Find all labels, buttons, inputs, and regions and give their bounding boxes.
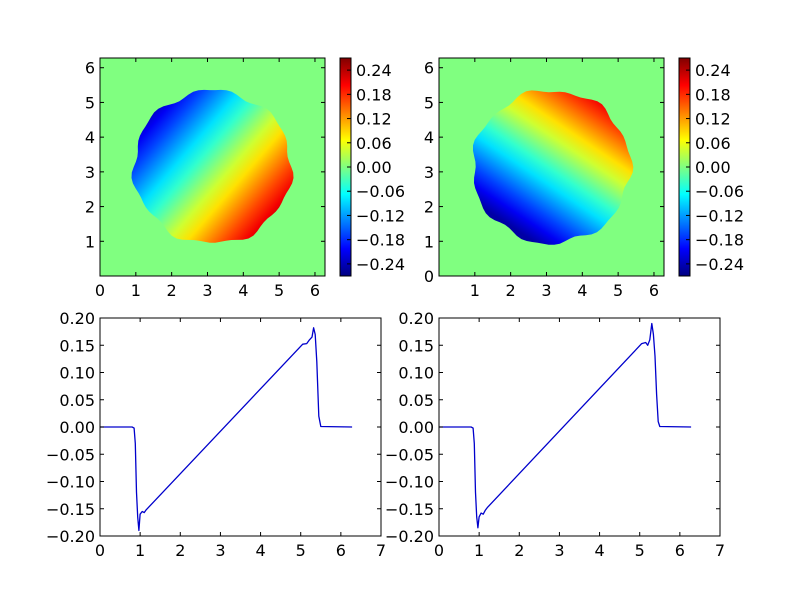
y-tick-label: 0.15 (398, 336, 434, 355)
x-tick-label: 4 (594, 541, 604, 560)
heatmap-disk (131, 89, 294, 243)
x-tick-label: 3 (202, 281, 212, 300)
y-tick-label: 1 (424, 232, 434, 251)
y-tick-label: 2 (424, 198, 434, 217)
y-tick-label: 1 (85, 232, 95, 251)
x-tick-label: 6 (649, 281, 659, 300)
colorbar-tick-label: −0.12 (695, 206, 744, 225)
y-tick-label: 0.10 (59, 364, 95, 383)
series-line (439, 322, 692, 529)
x-tick-label: 2 (514, 541, 524, 560)
panel-top-left: 0.24 0.18 0.12 0.06 0.00 −0.06 −0.12 −0.18 −0.24… (85, 57, 405, 300)
colorbar-tick-label: −0.18 (356, 231, 405, 250)
y-tick-label: 5 (424, 93, 434, 112)
y-tick-label: 3 (424, 163, 434, 182)
colorbar-tick-label: −0.24 (356, 255, 405, 274)
y-tick-label: −0.20 (46, 527, 95, 546)
x-tick-label: 7 (376, 541, 386, 560)
colorbar-tick-label: 0.06 (695, 134, 731, 153)
colorbar-tick-label: 0.24 (356, 61, 392, 80)
y-tick-label: 4 (424, 128, 434, 147)
y-tick-label: −0.20 (385, 527, 434, 546)
plot-frame (438, 57, 665, 277)
heatmap-disk (473, 90, 634, 245)
x-tick-label: 4 (238, 281, 248, 300)
y-tick-label: 6 (85, 59, 95, 78)
x-tick-label: 2 (175, 541, 185, 560)
y-tick-label: 0.20 (59, 309, 95, 328)
colorbar-tick-label: −0.18 (695, 231, 744, 250)
y-tick-label: 5 (85, 93, 95, 112)
colorbar-tick-label: 0.06 (356, 134, 392, 153)
x-tick-label: 6 (336, 541, 346, 560)
y-tick-label: −0.05 (46, 445, 95, 464)
x-tick-label: 1 (131, 281, 141, 300)
x-tick-label: 4 (577, 281, 587, 300)
x-tick-label: 7 (715, 541, 725, 560)
y-tick-label: 0.00 (398, 418, 434, 437)
y-tick-label: 0.10 (398, 364, 434, 383)
colorbar-tick-label: 0.18 (356, 85, 392, 104)
y-tick-label: 4 (85, 128, 95, 147)
x-tick-label: 1 (470, 281, 480, 300)
y-tick-label: 2 (85, 198, 95, 217)
x-tick-label: 1 (135, 541, 145, 560)
y-tick-label: −0.15 (46, 500, 95, 519)
x-tick-label: 3 (215, 541, 225, 560)
y-tick-label: −0.05 (385, 445, 434, 464)
x-tick-label: 0 (434, 541, 444, 560)
x-tick-label: 1 (474, 541, 484, 560)
x-tick-label: 2 (506, 281, 516, 300)
x-tick-label: 5 (274, 281, 284, 300)
x-tick-label: 6 (310, 281, 320, 300)
x-tick-label: 5 (296, 541, 306, 560)
panel-bottom-left: 0 1 2 3 4 5 6 7 0.20 0.15 0.10 0.05 0.00 −0.05 −0.10 −0… (46, 309, 386, 560)
y-tick-label: 0.00 (59, 418, 95, 437)
series-line (100, 327, 353, 532)
panel-top-right: 0.24 0.18 0.12 0.06 0.00 −0.06 −0.12 −0.18 −0.24… (424, 57, 744, 300)
x-tick-label: 3 (541, 281, 551, 300)
y-tick-label: 0.05 (398, 391, 434, 410)
y-tick-label: 0 (424, 267, 434, 286)
x-tick-label: 0 (95, 281, 105, 300)
colorbar-tick-label: −0.06 (356, 182, 405, 201)
colorbar-tick-label: −0.12 (356, 206, 405, 225)
x-tick-label: 4 (255, 541, 265, 560)
y-tick-label: 3 (85, 163, 95, 182)
colorbar-tick-label: 0.24 (695, 61, 731, 80)
x-tick-label: 0 (95, 541, 105, 560)
colorbar-tick-label: 0.18 (695, 85, 731, 104)
y-tick-label: 0.05 (59, 391, 95, 410)
x-tick-label: 5 (613, 281, 623, 300)
panel-bottom-right: 0 1 2 3 4 5 6 7 0.20 0.15 0.10 0.05 0.00 −0.05 −0.10 −0… (385, 309, 725, 560)
x-tick-label: 3 (554, 541, 564, 560)
colorbar-tick-label: −0.06 (695, 182, 744, 201)
colorbar-tick-label: 0.00 (356, 158, 392, 177)
y-tick-label: −0.10 (46, 473, 95, 492)
colorbar-tick-label: 0.12 (695, 110, 731, 129)
plot-frame (99, 57, 326, 277)
colorbar-tick-label: 0.00 (695, 158, 731, 177)
colorbar-tick-label: −0.24 (695, 255, 744, 274)
y-tick-label: 6 (424, 59, 434, 78)
x-tick-label: 5 (635, 541, 645, 560)
x-tick-label: 6 (675, 541, 685, 560)
y-tick-label: 0.15 (59, 336, 95, 355)
x-tick-label: 2 (167, 281, 177, 300)
colorbar-tick-label: 0.12 (356, 110, 392, 129)
y-tick-label: 0.20 (398, 309, 434, 328)
y-tick-label: −0.10 (385, 473, 434, 492)
y-tick-label: −0.15 (385, 500, 434, 519)
